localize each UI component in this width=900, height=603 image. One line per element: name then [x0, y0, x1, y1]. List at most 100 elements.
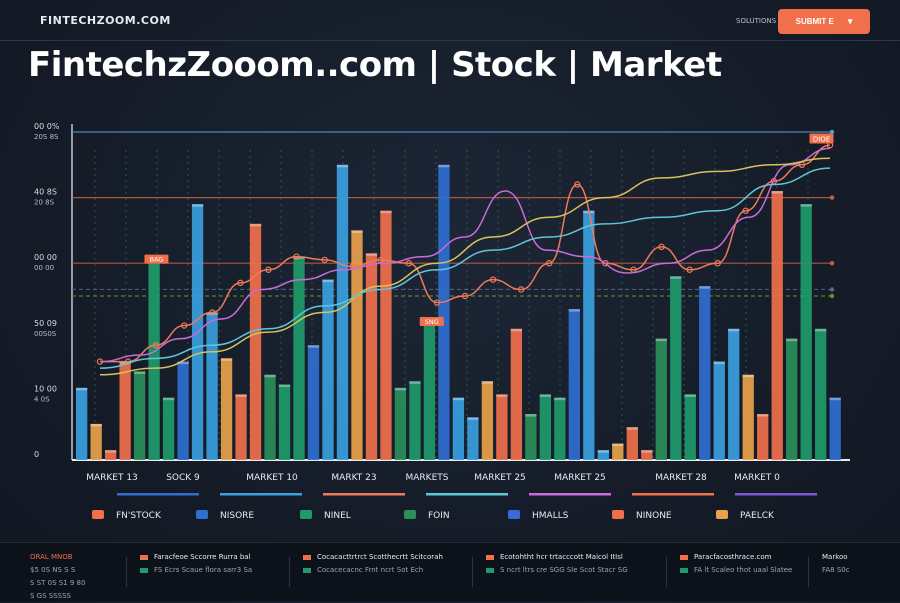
bar-cap [322, 279, 334, 283]
series-marker [321, 256, 328, 264]
bar [76, 387, 88, 460]
footer-column-title: Faracfeoe Sccorre Rurra bal [140, 551, 252, 564]
footer-title-text: Faracfeoe Sccorre Rurra bal [154, 553, 251, 561]
submit-button[interactable]: SUBMIT E ▾ [778, 9, 870, 34]
bullet-icon [140, 567, 148, 573]
bar-cap [525, 414, 537, 417]
bar-cap [452, 397, 465, 401]
bar-cap [365, 253, 378, 256]
bar [394, 387, 407, 460]
bar [322, 279, 334, 460]
footer-column[interactable]: ORAL MNOB $5 0S NS S S S ST 0S S1 9 80 S GS… [30, 551, 85, 603]
bar-cap [684, 394, 696, 397]
series-marker [686, 266, 693, 273]
series-marker [405, 259, 413, 267]
bar [336, 164, 349, 461]
bar [641, 450, 653, 460]
page-title: FintechzZooom..com | Stock | Market [28, 45, 722, 85]
bar-value-label: BAG [150, 256, 164, 264]
legend-swatch [196, 510, 208, 519]
legend-divider-bar [529, 493, 611, 496]
footer-line: FA lt Scaleo thot uaal Slatee [680, 564, 792, 577]
bar [467, 417, 479, 460]
bar [177, 361, 189, 460]
reference-line-end-dot [829, 293, 835, 299]
footer-column[interactable]: Markoo FA8 S0c [822, 551, 850, 577]
chevron-down-icon: ▾ [847, 16, 853, 26]
submit-button-label: SUBMIT E [795, 17, 834, 26]
bar-cap [655, 338, 667, 342]
reference-line-end-dot [829, 129, 835, 135]
footer-line: Cocacecacnc Frnt ncrt Sot Ech [303, 564, 443, 577]
bar [684, 394, 696, 460]
bullet-icon [140, 554, 148, 560]
bar-cap [699, 286, 711, 289]
reference-line-end-dot [829, 287, 835, 292]
footer-column[interactable]: Ecotohtht hcr trtacccott Maicol ItIsl S n… [486, 551, 628, 577]
x-tick-label: MARKET 13 [86, 473, 138, 483]
bullet-icon [303, 567, 311, 573]
legend-divider-bar [117, 493, 199, 496]
legend-label: PAELCK [740, 511, 775, 521]
bar [380, 210, 392, 460]
footer-line-text: S GS SSSSS [30, 592, 71, 600]
legend-swatch [404, 510, 416, 519]
bar-cap [612, 443, 624, 447]
y-tick-sublabel: 00 00 [34, 264, 54, 272]
bar-cap [467, 417, 479, 420]
bar-cap [220, 358, 233, 361]
series-marker [377, 256, 384, 264]
series-marker [742, 207, 749, 214]
footer-line-text: $5 0S NS S S [30, 566, 76, 574]
bar-cap [641, 450, 653, 453]
bar-cap [554, 397, 566, 401]
bar [568, 309, 580, 460]
bar [786, 338, 798, 460]
bar-value-tag [144, 254, 169, 264]
footer-divider [126, 557, 127, 587]
bar [670, 276, 682, 460]
nav-link[interactable]: SOLUTIONS [736, 17, 777, 25]
bar [119, 361, 131, 460]
bar-cap [394, 387, 407, 391]
series-line [99, 157, 831, 376]
footer-divider [808, 557, 809, 587]
bar-cap [380, 210, 392, 214]
series-marker [152, 341, 160, 349]
footer-column-title: Paracfacosthrace.com [680, 551, 792, 564]
bar-value-label: SNG [425, 318, 439, 326]
series-marker [209, 309, 216, 316]
bar-cap [264, 374, 276, 378]
bar-cap [568, 309, 580, 312]
footer-column-title: Ecotohtht hcr trtacccott Maicol ItIsl [486, 551, 628, 564]
bullet-icon [486, 567, 494, 573]
bar [235, 394, 247, 460]
footer-line: $5 0S NS S S [30, 564, 85, 577]
bar-value-tag [419, 316, 444, 326]
y-tick-label: 10 00 [34, 384, 57, 393]
footer-column[interactable]: Paracfacosthrace.com FA lt Scaleo thot ua… [680, 551, 792, 577]
bar-cap [438, 164, 450, 168]
bar-cap [728, 328, 740, 332]
footer-column-title: Markoo [822, 551, 850, 564]
footer-column-title: ORAL MNOB [30, 551, 85, 564]
bar [496, 394, 508, 460]
bar [742, 374, 754, 460]
x-tick-label: MARKT 23 [331, 473, 376, 483]
bullet-icon [486, 554, 494, 560]
brand-logo[interactable]: FINTECHZOOM.COM [40, 14, 171, 27]
bar [626, 427, 638, 460]
footer-column[interactable]: Cocacacttrtrct Scotthecrtt Scitcorah Coca… [303, 551, 443, 577]
bar-cap [481, 381, 494, 384]
footer-line: FA8 S0c [822, 564, 850, 577]
bar-cap [510, 328, 523, 332]
bar-cap [626, 427, 638, 430]
footer-title-text: ORAL MNOB [30, 553, 73, 561]
footer-column[interactable]: Faracfeoe Sccorre Rurra bal FS Ecrs Scaue… [140, 551, 252, 577]
bar-cap [76, 387, 88, 391]
stock-chart: 00 0% 20S 8S 40 8S 20 8S 00 00 00 00 50 09 00S0… [34, 122, 850, 521]
bar [249, 223, 262, 460]
bar-cap [496, 394, 508, 397]
footer: ORAL MNOB $5 0S NS S S S ST 0S S1 9 80 S GS… [0, 542, 900, 601]
bar [206, 312, 218, 460]
